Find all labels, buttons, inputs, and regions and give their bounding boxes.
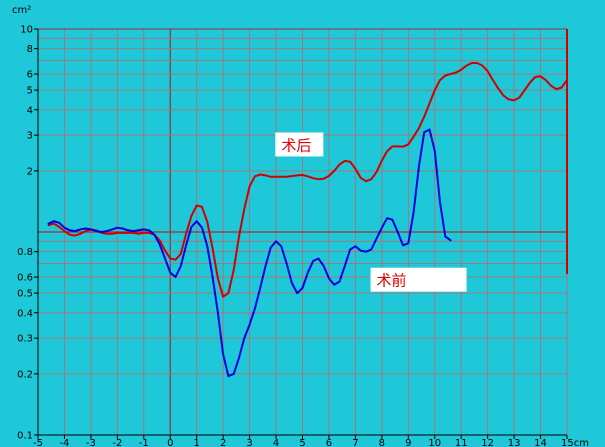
y-tick-label: 8 (27, 44, 33, 55)
y-tick-label: 2 (27, 166, 33, 177)
x-tick-label: -1 (139, 438, 149, 447)
y-tick-label: 6 (27, 70, 33, 81)
y-tick-label: 0.3 (17, 334, 33, 345)
x-tick-label: -4 (59, 438, 69, 447)
x-tick-label: -3 (86, 438, 96, 447)
x-tick-label: 4 (273, 438, 279, 447)
x-tick-label: 15cm (561, 438, 589, 447)
x-tick-label: 13 (508, 438, 521, 447)
y-tick-label: 0.4 (17, 308, 33, 319)
y-tick-label: 0.5 (17, 289, 33, 300)
y-tick-label: 0.2 (17, 369, 33, 380)
x-tick-labels: -5 -4 -3 -2 -1 0 1 2 3 4 5 6 7 8 9 10 11 12 13 14 15cm (33, 435, 589, 447)
x-tick-label: -5 (33, 438, 43, 447)
series-line-preop (47, 128, 452, 378)
annotation-label: 术前 (377, 272, 407, 290)
y-tick-labels: 0.1 0.2 0.3 0.4 0.5 0.6 0.8 2 3 4 5 6 8 10 (17, 25, 38, 442)
y-unit-label: cm² (12, 5, 31, 16)
x-tick-label: 3 (246, 438, 252, 447)
grid (37, 28, 568, 436)
x-tick-label: 10 (428, 438, 441, 447)
y-tick-label: 4 (27, 105, 33, 116)
x-tick-label: 9 (405, 438, 411, 447)
annotation-label: 术后 (281, 136, 311, 154)
y-tick-label: 10 (20, 25, 33, 36)
x-tick-label: 11 (455, 438, 468, 447)
y-tick-label: 0.8 (17, 247, 33, 258)
x-tick-label: 0 (167, 438, 173, 447)
x-tick-label: 14 (534, 438, 547, 447)
x-tick-label: 12 (481, 438, 494, 447)
x-tick-label: 2 (220, 438, 226, 447)
series-layer (47, 29, 568, 378)
y-tick-label: 0.1 (17, 431, 33, 442)
series-line-postop (47, 62, 568, 298)
x-tick-label: -2 (112, 438, 122, 447)
x-tick-label: 5 (299, 438, 305, 447)
y-tick-label: 5 (27, 86, 33, 97)
annotation-box (370, 267, 467, 292)
y-tick-label: 0.6 (17, 273, 33, 284)
x-tick-label: 6 (326, 438, 332, 447)
annotation-box (275, 132, 324, 157)
y-tick-label: 3 (27, 131, 33, 142)
x-tick-label: 1 (194, 438, 200, 447)
x-tick-label: 8 (379, 438, 385, 447)
x-tick-label: 7 (352, 438, 358, 447)
